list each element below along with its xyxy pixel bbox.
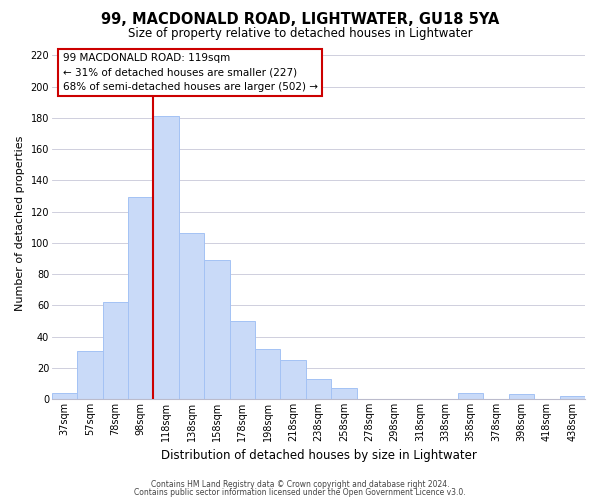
Bar [509,394,534,399]
Bar [560,396,585,399]
Bar [331,388,356,399]
Bar [52,393,77,399]
Bar [103,302,128,399]
Bar [280,360,306,399]
Text: Contains HM Land Registry data © Crown copyright and database right 2024.: Contains HM Land Registry data © Crown c… [151,480,449,489]
Bar [230,321,255,399]
Text: 99 MACDONALD ROAD: 119sqm
← 31% of detached houses are smaller (227)
68% of semi: 99 MACDONALD ROAD: 119sqm ← 31% of detac… [62,53,317,92]
Bar [306,378,331,399]
Bar [154,116,179,399]
Y-axis label: Number of detached properties: Number of detached properties [15,136,25,311]
Text: Contains public sector information licensed under the Open Government Licence v3: Contains public sector information licen… [134,488,466,497]
Text: Size of property relative to detached houses in Lightwater: Size of property relative to detached ho… [128,28,472,40]
Text: 99, MACDONALD ROAD, LIGHTWATER, GU18 5YA: 99, MACDONALD ROAD, LIGHTWATER, GU18 5YA [101,12,499,28]
X-axis label: Distribution of detached houses by size in Lightwater: Distribution of detached houses by size … [161,450,476,462]
Bar [204,260,230,399]
Bar [255,349,280,399]
Bar [179,234,204,399]
Bar [77,350,103,399]
Bar [458,393,484,399]
Bar [128,198,154,399]
